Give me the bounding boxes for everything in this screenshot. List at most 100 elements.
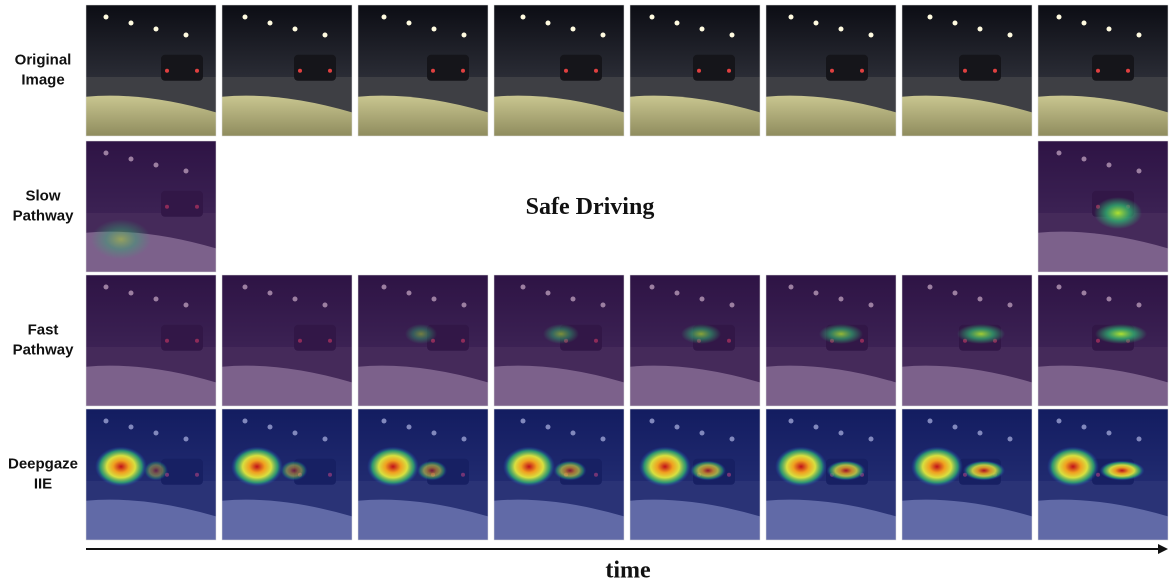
frame-border — [221, 274, 353, 407]
heat-spot — [144, 460, 168, 481]
tail-light — [860, 68, 864, 73]
frame — [1037, 274, 1169, 407]
tail-light — [727, 68, 731, 73]
row-label: Image — [21, 71, 64, 88]
street-light — [570, 26, 576, 32]
street-light — [406, 20, 412, 26]
street-light — [1056, 14, 1062, 20]
heat-spot — [367, 446, 419, 487]
frame — [901, 4, 1033, 137]
car — [560, 54, 602, 81]
attention — [819, 323, 863, 344]
street-light — [868, 32, 874, 38]
street-light — [674, 20, 680, 26]
frame — [357, 274, 489, 407]
row-label: Original — [15, 51, 72, 68]
heat-spot — [553, 460, 587, 481]
frame-border — [221, 4, 353, 137]
tail-light — [1126, 68, 1130, 73]
tail-light — [298, 68, 302, 73]
street-light — [729, 32, 735, 38]
row-label: Slow — [25, 187, 60, 204]
frame-border — [765, 408, 897, 541]
row-label: Pathway — [13, 207, 75, 224]
frame-border — [1037, 274, 1169, 407]
street-light — [103, 14, 109, 20]
hood — [1038, 95, 1168, 136]
attention — [681, 323, 721, 344]
heat-spot — [775, 446, 827, 487]
frame — [85, 274, 217, 407]
frame-border — [765, 274, 897, 407]
heat-spot — [503, 446, 555, 487]
tail-light — [564, 68, 568, 73]
attention — [543, 323, 579, 344]
frame — [357, 4, 489, 137]
heat-spot — [826, 460, 866, 481]
frame-border — [765, 4, 897, 137]
tail-light — [461, 68, 465, 73]
street-light — [545, 20, 551, 26]
tail-light — [195, 68, 199, 73]
tint — [222, 275, 352, 406]
frame — [493, 408, 625, 541]
frame-border — [85, 408, 217, 541]
car — [826, 54, 868, 81]
frame — [221, 274, 353, 407]
car — [427, 54, 469, 81]
frame-border — [493, 408, 625, 541]
street-light — [431, 26, 437, 32]
hood — [630, 95, 760, 136]
attention — [1094, 197, 1142, 230]
frame — [85, 4, 217, 137]
frame — [765, 408, 897, 541]
frame — [221, 4, 353, 137]
street-light — [381, 14, 387, 20]
frame — [1037, 4, 1169, 137]
frame-border — [85, 140, 217, 273]
heat-spot — [231, 446, 283, 487]
street-light — [977, 26, 983, 32]
street-light — [788, 14, 794, 20]
tail-light — [993, 68, 997, 73]
street-light — [183, 32, 189, 38]
street-light — [952, 20, 958, 26]
street-light — [461, 32, 467, 38]
attention — [91, 219, 151, 260]
frame-border — [629, 408, 761, 541]
tint — [86, 275, 216, 406]
center-label: Safe Driving — [526, 194, 655, 220]
street-light — [649, 14, 655, 20]
frame — [629, 408, 761, 541]
heat-spot — [690, 460, 726, 481]
arrow-head — [1158, 544, 1168, 554]
heat-spot — [1047, 446, 1099, 487]
frame-border — [1037, 4, 1169, 137]
attention — [405, 323, 437, 344]
street-light — [242, 14, 248, 20]
car — [1092, 54, 1134, 81]
street-light — [1106, 26, 1112, 32]
axis-label: time — [605, 558, 651, 584]
frame-border — [901, 4, 1033, 137]
tail-light — [1096, 68, 1100, 73]
frame — [765, 4, 897, 137]
row-label: IIE — [34, 475, 52, 492]
heat-spot — [95, 446, 147, 487]
frame-border — [1037, 140, 1169, 273]
frame-border — [357, 274, 489, 407]
frame — [901, 274, 1033, 407]
row-label: Fast — [28, 321, 59, 338]
heat-spot — [417, 460, 447, 481]
heat-spot — [911, 446, 963, 487]
car — [959, 54, 1001, 81]
frame-border — [357, 408, 489, 541]
frame-border — [629, 4, 761, 137]
frame-border — [901, 408, 1033, 541]
street-light — [1081, 20, 1087, 26]
car — [693, 54, 735, 81]
frame — [901, 408, 1033, 541]
frame — [1037, 140, 1169, 273]
frame-border — [221, 408, 353, 541]
